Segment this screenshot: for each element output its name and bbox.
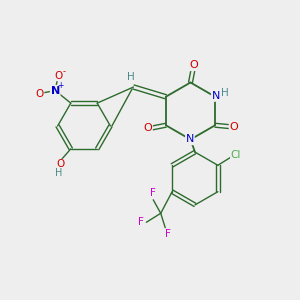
Text: F: F (150, 188, 156, 198)
Text: O: O (35, 88, 44, 98)
Text: N: N (212, 91, 220, 101)
Text: O: O (54, 70, 62, 80)
Text: N: N (186, 134, 194, 145)
Text: H: H (55, 169, 62, 178)
Text: O: O (189, 60, 198, 70)
Text: O: O (143, 123, 152, 133)
Text: O: O (56, 160, 64, 170)
Text: N: N (51, 85, 60, 95)
Text: H: H (221, 88, 229, 98)
Text: H: H (127, 72, 134, 82)
Text: F: F (138, 217, 144, 227)
Text: Cl: Cl (231, 150, 241, 160)
Text: +: + (57, 81, 64, 90)
Text: O: O (230, 122, 238, 132)
Text: F: F (165, 229, 171, 239)
Text: -: - (62, 68, 65, 76)
